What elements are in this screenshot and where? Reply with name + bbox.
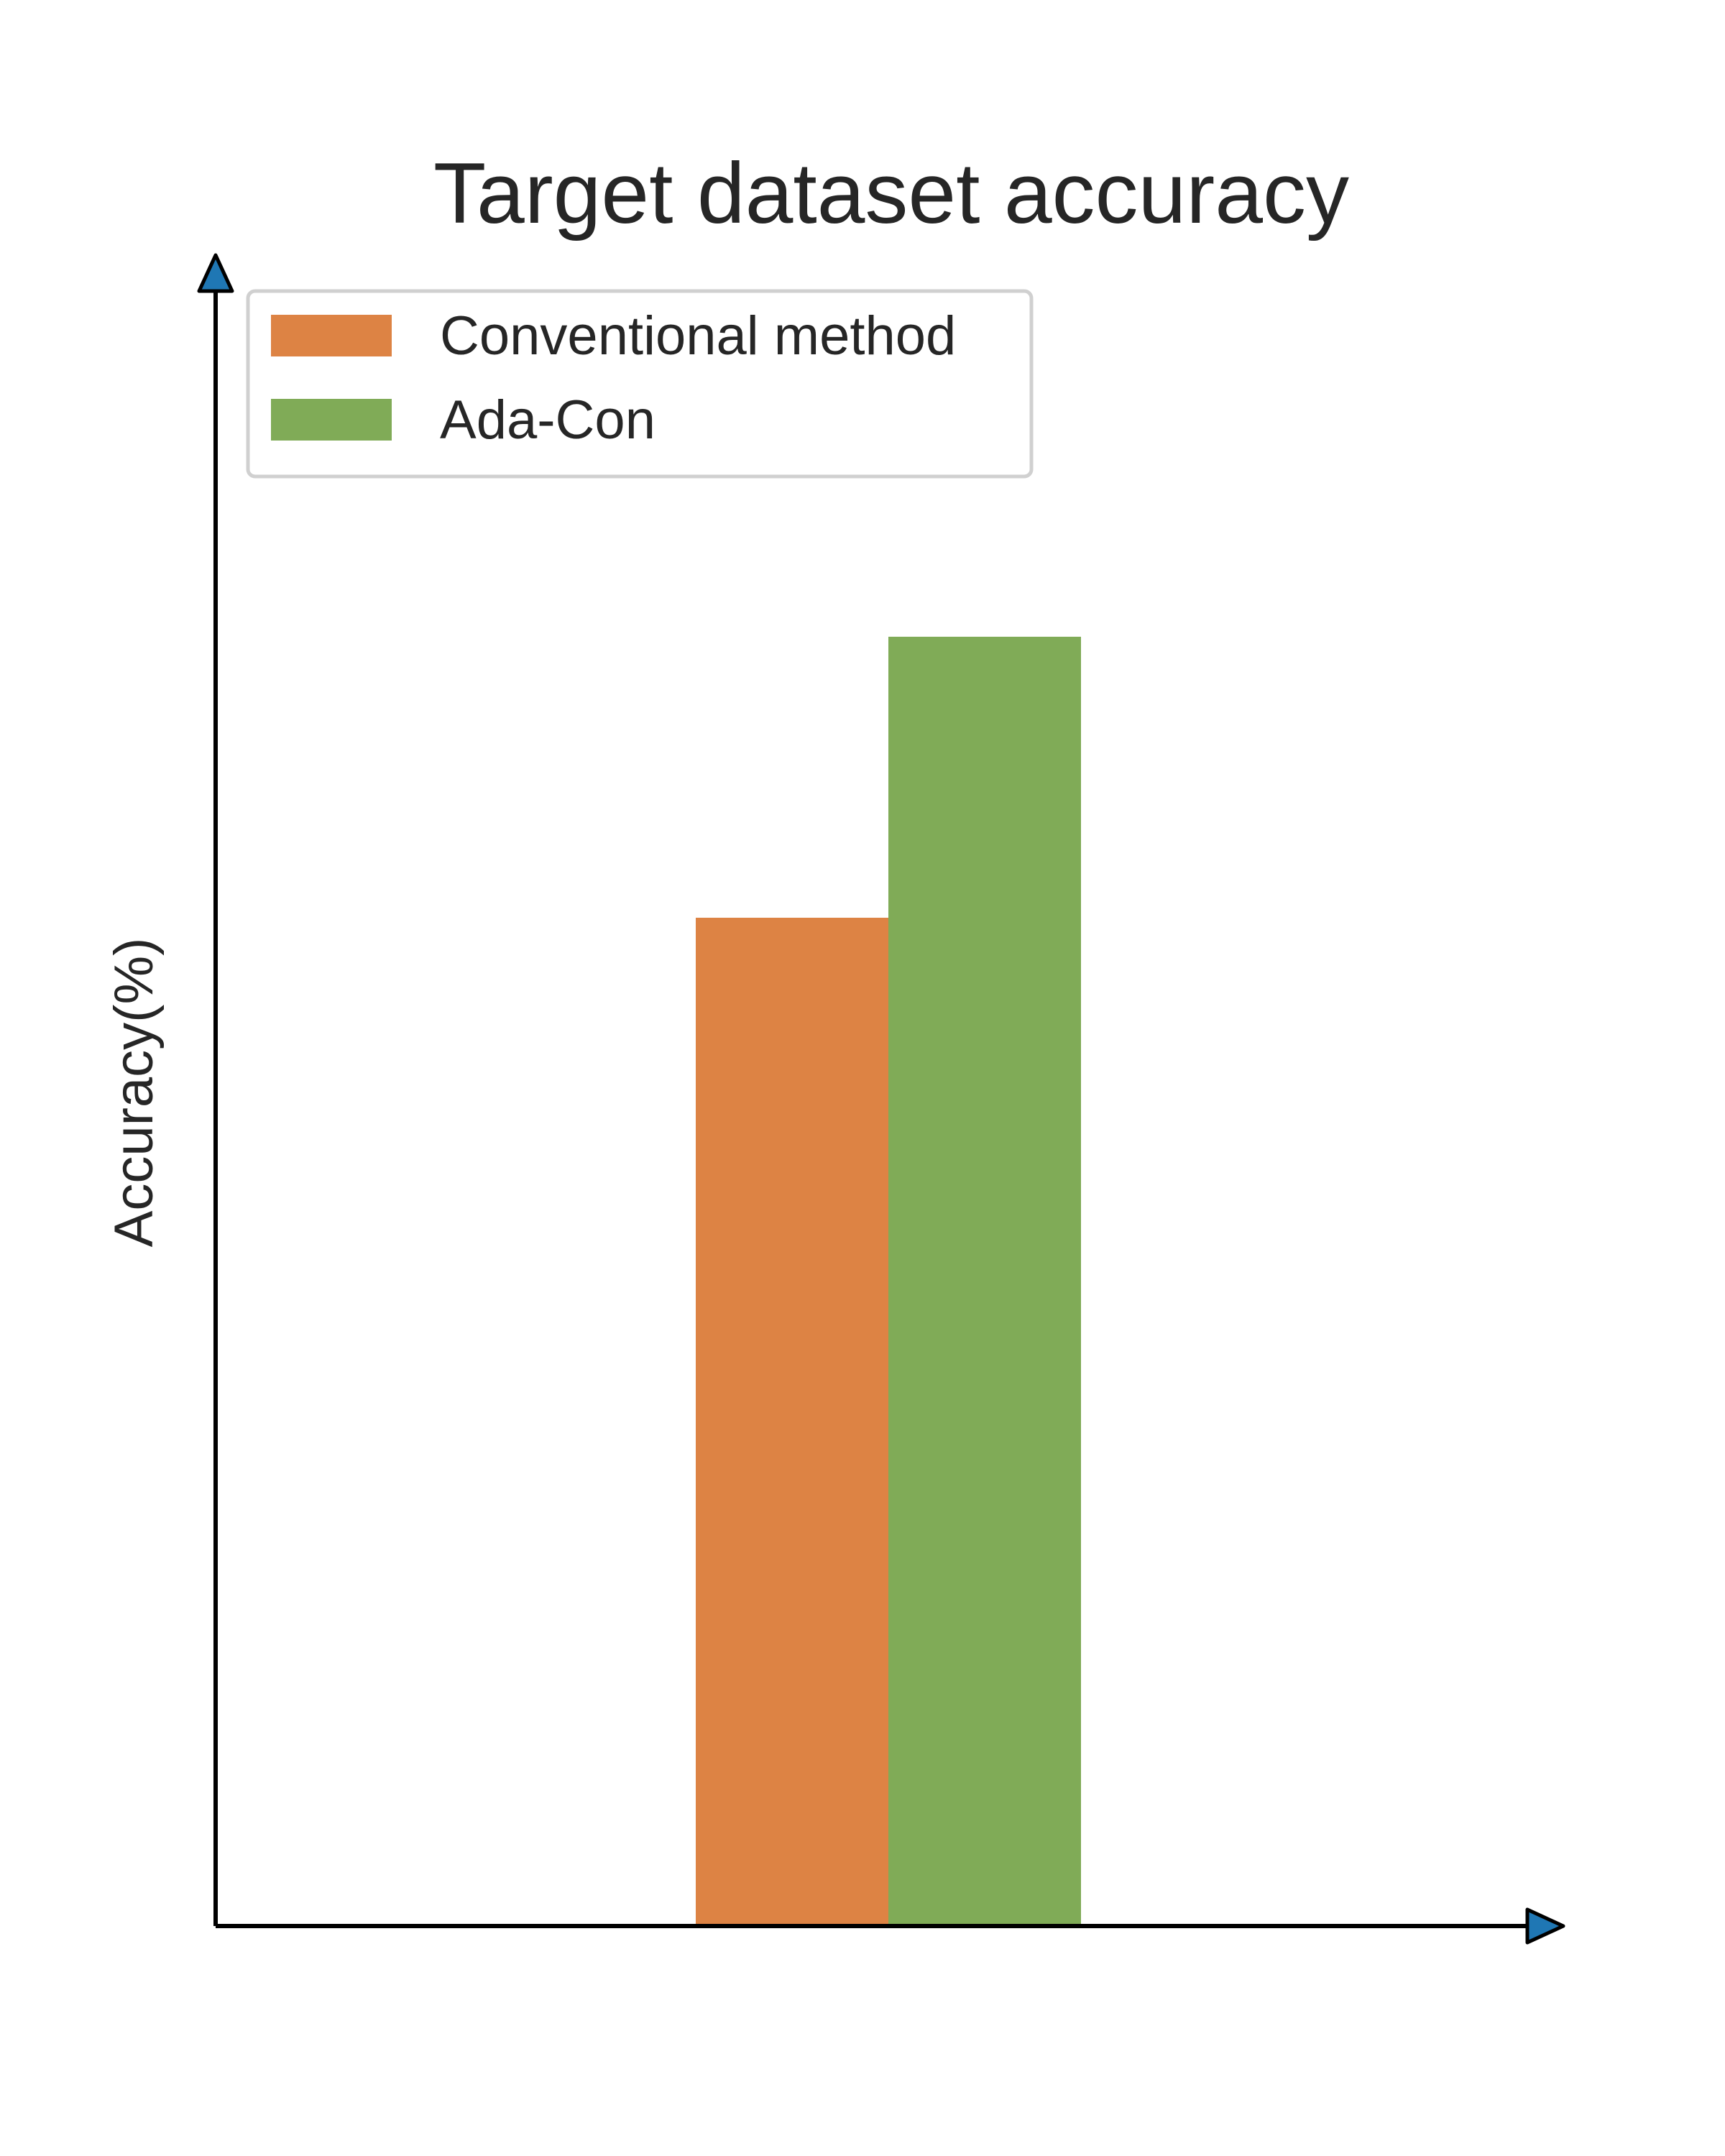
legend: Conventional method Ada-Con (246, 289, 1034, 479)
legend-frame (246, 289, 1034, 479)
bar-ada-con (888, 637, 1081, 1926)
legend-swatch-conventional-method (271, 315, 392, 356)
bar-conventional-method (696, 918, 888, 1926)
legend-label-conventional-method: Conventional method (440, 305, 956, 367)
legend-swatch-ada-con (271, 399, 392, 441)
chart-title: Target dataset accuracy (433, 145, 1349, 241)
y-axis-label: Accuracy(%) (104, 938, 165, 1248)
y-axis-arrow-icon (197, 253, 234, 293)
legend-label-ada-con: Ada-Con (440, 390, 656, 451)
x-axis-arrow-icon (1525, 1907, 1565, 1945)
bars-layer (696, 637, 1081, 1926)
